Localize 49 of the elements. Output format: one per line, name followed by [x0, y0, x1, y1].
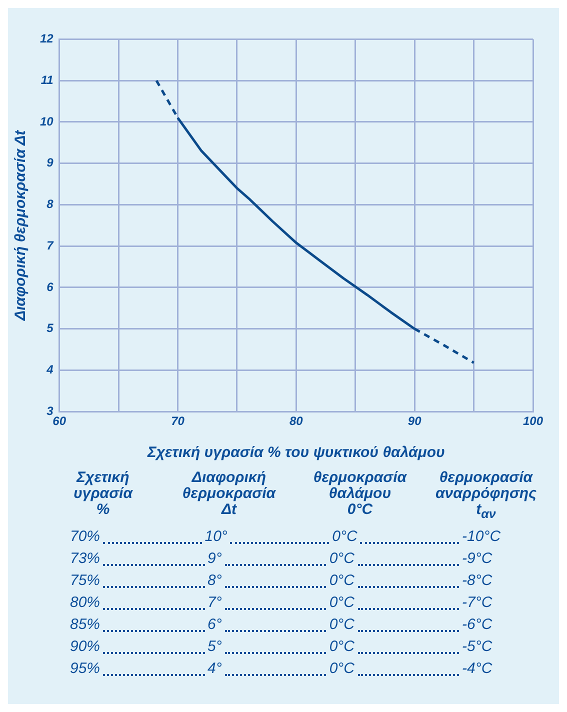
y-tick-label: 5: [46, 321, 54, 336]
text: 7°: [208, 593, 222, 613]
x-tick-label: 60: [52, 414, 66, 428]
text: 90%: [70, 637, 100, 657]
text: -7°C: [462, 593, 494, 613]
text: θερμοκρασία θαλάμου 0°C: [312, 469, 408, 520]
text: 4°: [208, 659, 222, 679]
y-tick-label: 8: [46, 197, 54, 212]
x-axis-title: Σχετική υγρασία % του ψυκτικού θαλάμου: [146, 444, 445, 462]
text: 73%: [70, 549, 100, 569]
text: 75%: [70, 571, 100, 591]
text: 0°C: [329, 549, 355, 569]
text: -9°C: [462, 549, 494, 569]
text: Διαφορική θερμοκρασία Δt: [181, 469, 277, 520]
y-tick-label: 9: [46, 156, 54, 170]
y-tick-label: 6: [46, 280, 54, 294]
text: -8°C: [462, 571, 494, 591]
text: 5°: [208, 637, 222, 657]
text: 85%: [70, 615, 100, 635]
text: 0°C: [329, 637, 355, 657]
x-tick-label: 90: [408, 414, 422, 428]
text: -4°C: [462, 659, 494, 679]
text: θερμοκρασία αναρρόφησης t$_{αν}$: [434, 469, 538, 522]
x-tick-label: 70: [171, 414, 185, 428]
text: 10°: [204, 527, 228, 547]
x-tick-label: 100: [522, 414, 544, 428]
text: 95%: [70, 659, 100, 679]
text: -10°C: [462, 527, 502, 547]
text: Σχετική υγρασία %: [72, 469, 134, 520]
text: -5°C: [462, 637, 494, 657]
y-tick-label: 3: [46, 404, 54, 418]
text: 0°C: [329, 593, 355, 613]
y-tick-label: 7: [46, 238, 55, 252]
text: 0°C: [329, 571, 355, 591]
y-axis-title: Διαφορική θερμοκρασία Δt: [12, 129, 30, 322]
y-tick-label: 11: [40, 72, 54, 87]
text: 70%: [70, 527, 100, 547]
y-tick-label: 4: [46, 362, 54, 377]
text: 6°: [208, 615, 222, 635]
text: 8°: [208, 571, 222, 591]
x-tick-label: 80: [289, 414, 304, 428]
y-tick-label: 10: [40, 114, 54, 128]
text: -6°C: [462, 615, 494, 635]
text: 9°: [208, 549, 222, 569]
text: 0°C: [329, 615, 355, 635]
text: 80%: [70, 593, 100, 613]
text: 0°C: [329, 659, 355, 679]
y-tick-label: 12: [40, 32, 54, 46]
text: 0°C: [332, 527, 358, 547]
